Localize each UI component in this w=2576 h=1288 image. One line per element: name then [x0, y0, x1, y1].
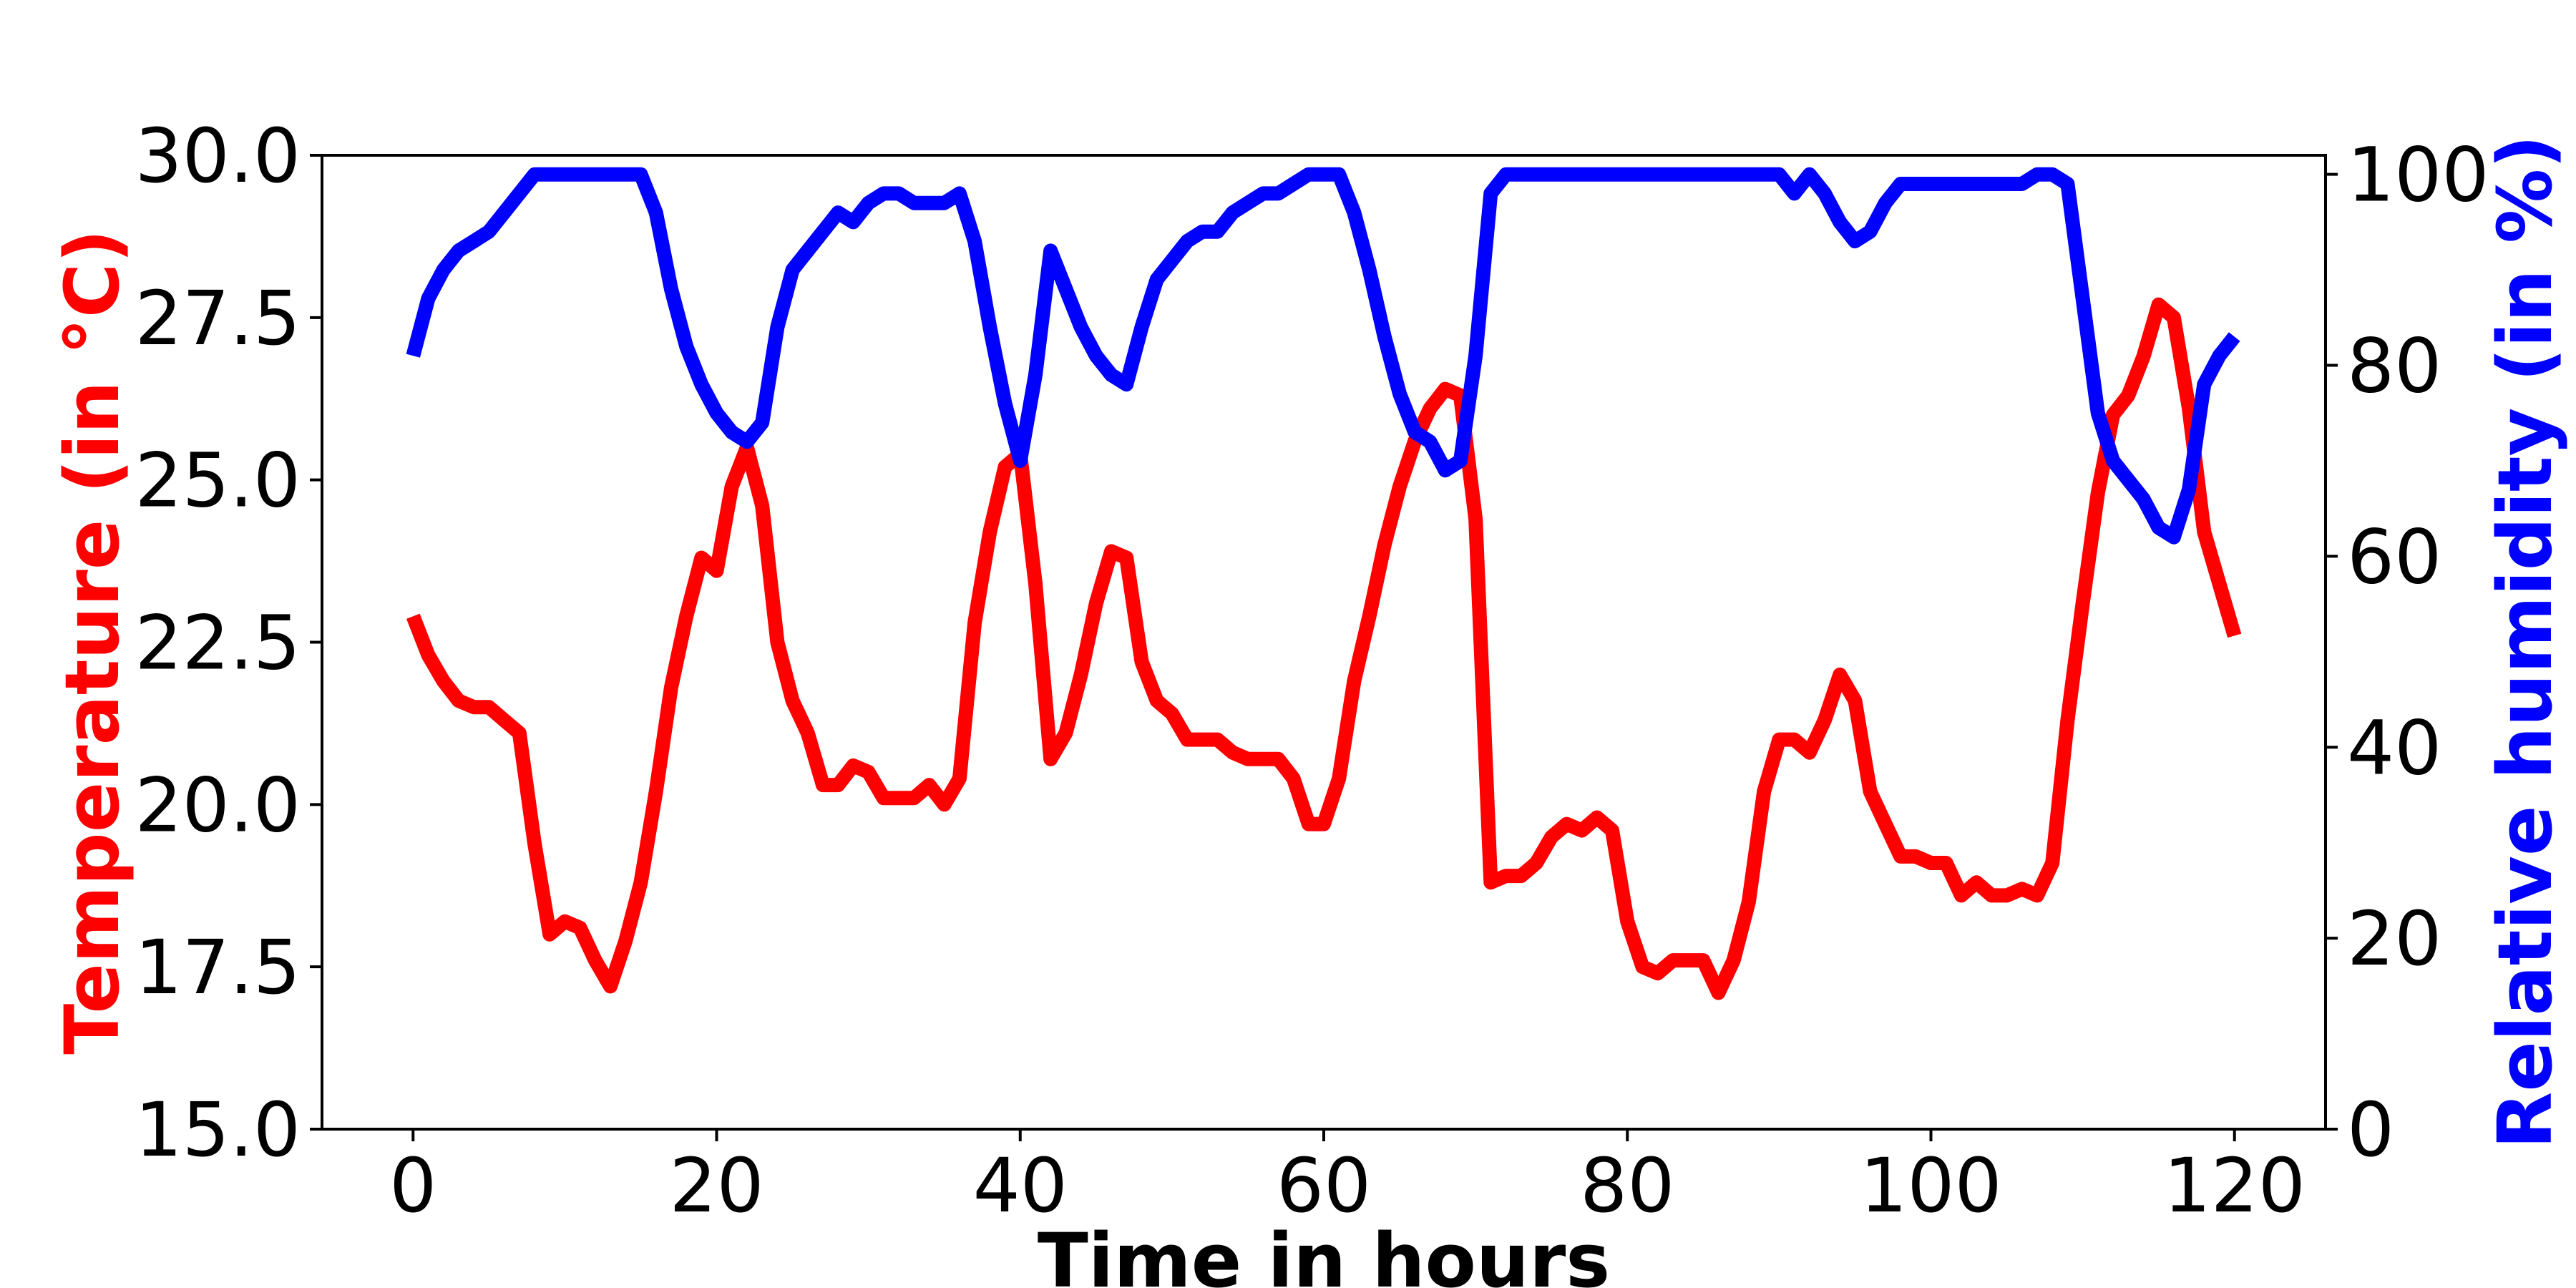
chart-ticks: 0 20 40 60 80 100 120 15.0 17.5 20.0 22.5 25.0 27.5 3…	[135, 112, 2489, 1229]
chart-marks	[406, 167, 2242, 1000]
y-axis-right-label: Relative humidity (in %)	[2482, 135, 2569, 1148]
y-left-tick-label: 17.5	[135, 924, 301, 1011]
y-left-tick-label: 27.5	[135, 275, 301, 362]
x-tick-label: 40	[973, 1142, 1068, 1229]
y-right-tick-label: 100	[2347, 132, 2489, 219]
y-left-tick-label: 15.0	[135, 1086, 301, 1174]
y-left-tick-label: 22.5	[135, 600, 301, 687]
temperature-line	[406, 297, 2242, 1000]
x-tick-label: 100	[1860, 1142, 2002, 1229]
x-axis-label: Time in hours	[1038, 1217, 1610, 1288]
y-axis-left-label: Temperature (in °C)	[49, 229, 136, 1055]
x-tick-label: 120	[2163, 1142, 2306, 1229]
y-right-tick-label: 0	[2347, 1086, 2394, 1174]
y-left-tick-label: 30.0	[135, 112, 301, 200]
y-right-tick-label: 40	[2347, 704, 2441, 791]
y-right-tick-label: 60	[2347, 513, 2441, 600]
x-tick-label: 60	[1277, 1142, 1371, 1229]
y-right-tick-label: 80	[2347, 323, 2441, 410]
x-tick-label: 80	[1580, 1142, 1674, 1229]
y-right-tick-label: 20	[2347, 895, 2441, 982]
plot-frame	[321, 154, 2327, 1131]
x-tick-label: 20	[669, 1142, 763, 1229]
y-left-tick-label: 25.0	[135, 437, 301, 525]
y-left-tick-label: 20.0	[135, 761, 301, 849]
humidity-line	[406, 167, 2240, 545]
x-tick-label: 0	[389, 1142, 436, 1229]
